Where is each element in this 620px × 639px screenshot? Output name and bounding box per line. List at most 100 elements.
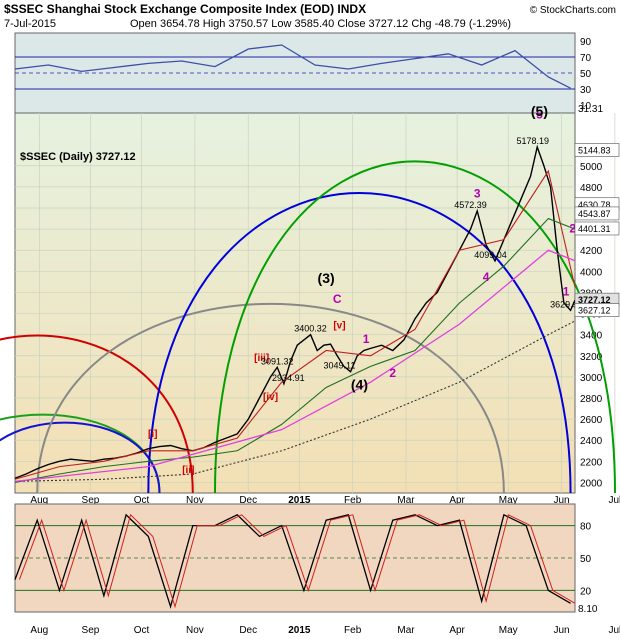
x-tick-label-bottom: May	[499, 625, 518, 636]
wave-label: 4	[483, 270, 490, 284]
rsi-tick-label: 90	[580, 37, 592, 48]
price-tick-label: 4000	[580, 267, 603, 278]
x-tick-label-bottom: Mar	[397, 625, 415, 636]
x-tick-label-bottom: Oct	[134, 625, 150, 636]
x-tick-label-bottom: Feb	[344, 625, 362, 636]
x-tick-label: Feb	[344, 495, 362, 506]
price-tick-label: 3400	[580, 331, 603, 342]
chart-ohlc: Open 3654.78 High 3750.57 Low 3585.40 Cl…	[130, 18, 511, 30]
price-label: 3629.9	[550, 299, 578, 309]
series-magenta-ma	[14, 249, 576, 483]
wave-label: 5	[536, 107, 543, 121]
right-value-box	[574, 206, 620, 221]
cycle-arc-gray	[36, 302, 505, 494]
price-tick-label: 3000	[580, 373, 603, 384]
x-tick-label-bottom: Jul	[608, 625, 620, 636]
wave-label: [v]	[333, 320, 345, 331]
price-legend: $SSEC (Daily) 3727.12	[20, 151, 136, 163]
right-value-box	[574, 303, 620, 317]
stochastic-k-line	[14, 513, 571, 609]
chart-date: 7-Jul-2015	[4, 18, 56, 30]
rsi-panel: 10 30 50 70 90 31.31	[14, 32, 603, 115]
x-tick-label: May	[499, 495, 518, 506]
price-tick-label: 4200	[580, 246, 603, 257]
wave-label: [iv]	[263, 392, 278, 403]
x-axis: Aug Sep Oct Nov Dec 2015 Feb Mar Apr May Jun Jul	[30, 495, 620, 506]
x-tick-label: Dec	[239, 495, 257, 506]
price-tick-label: 2600	[580, 415, 603, 426]
right-value-box	[574, 143, 620, 157]
stochastic-panel: 20 50 80 8.10	[14, 503, 598, 615]
wave-label: 2	[389, 366, 396, 380]
right-value-label: 5144.83	[578, 145, 611, 155]
price-label: 4099.04	[474, 250, 507, 260]
x-tick-label: Oct	[134, 495, 150, 506]
cycle-arc-red	[0, 334, 194, 494]
price-tick-label: 4800	[580, 183, 603, 194]
x-tick-label: Mar	[397, 495, 415, 506]
x-tick-label: Jul	[608, 495, 620, 506]
series-ma-long	[14, 217, 576, 483]
x-tick-label-bottom: 2015	[288, 625, 311, 636]
x-tick-label: Apr	[449, 495, 465, 506]
wave-label: 3	[474, 186, 481, 200]
wave-label: [i]	[148, 429, 157, 440]
x-tick-label: Jun	[553, 495, 569, 506]
stochastic-tick-label: 50	[580, 554, 592, 565]
series-ma-short	[14, 169, 576, 480]
wave-label: 2	[569, 221, 576, 235]
price-label: 3049.11	[324, 361, 356, 371]
stochastic-tick-label: 20	[580, 586, 592, 597]
right-value-box	[574, 221, 620, 236]
cycle-arc-blue-large	[147, 192, 572, 494]
cycle-arc-green-large	[214, 160, 616, 494]
price-tick-label: 5000	[580, 162, 603, 173]
rsi-last-value: 31.31	[578, 104, 603, 115]
x-tick-label: Sep	[82, 495, 100, 506]
wave-label: [ii]	[182, 465, 194, 476]
right-value-label: 4543.87	[578, 209, 611, 219]
stochastic-last-value: 8.10	[578, 604, 598, 615]
x-tick-label: Aug	[30, 495, 48, 506]
price-tick-label: 2000	[580, 478, 603, 489]
stochastic-d-line	[18, 513, 576, 609]
x-tick-label-bottom: Nov	[186, 625, 204, 636]
x-tick-label-bottom: Jun	[553, 625, 569, 636]
price-tick-label: 2400	[580, 436, 603, 447]
wave-label: C	[333, 292, 342, 306]
x-tick-label-bottom: Apr	[449, 625, 465, 636]
rsi-line	[14, 44, 571, 89]
price-label: 2934.91	[272, 373, 305, 383]
chart-header-title: $SSEC Shanghai Stock Exchange Composite …	[4, 2, 366, 16]
wave-label: (4)	[351, 377, 368, 393]
wave-label: [iii]	[254, 353, 269, 364]
x-tick-label-bottom: Aug	[30, 625, 48, 636]
stochastic-tick-label: 80	[580, 522, 592, 533]
rsi-tick-label: 30	[580, 85, 592, 96]
rsi-tick-label: 70	[580, 53, 592, 64]
price-label: 3091.32	[261, 356, 294, 366]
x-tick-label-bottom: Sep	[82, 625, 100, 636]
cycle-arcs	[0, 160, 616, 494]
price-tick-label: 2800	[580, 394, 603, 405]
price-label: 5178.19	[517, 136, 550, 146]
right-value-label: 4401.31	[578, 224, 611, 234]
wave-label: 1	[563, 285, 570, 299]
price-tick-label: 3200	[580, 352, 603, 363]
wave-label: 1	[363, 332, 370, 346]
right-value-label: 3627.12	[578, 306, 611, 316]
price-label: 3400.32	[294, 324, 327, 334]
x-tick-label-bottom: Dec	[239, 625, 257, 636]
chart-credit: © StockCharts.com	[530, 5, 616, 16]
right-value-label: 3727.12	[578, 295, 611, 305]
series-trend	[14, 320, 576, 482]
x-axis-bottom: Aug Sep Oct Nov Dec 2015 Feb Mar Apr May Jun Jul	[30, 625, 620, 636]
x-tick-label: Nov	[186, 495, 204, 506]
wave-label: (3)	[318, 270, 335, 286]
price-panel: 2000220024002600280030003200340036003800…	[0, 103, 620, 494]
rsi-tick-label: 50	[580, 69, 592, 80]
wave-label: (5)	[531, 103, 548, 119]
x-tick-label: 2015	[288, 495, 311, 506]
price-tick-label: 2200	[580, 457, 603, 468]
